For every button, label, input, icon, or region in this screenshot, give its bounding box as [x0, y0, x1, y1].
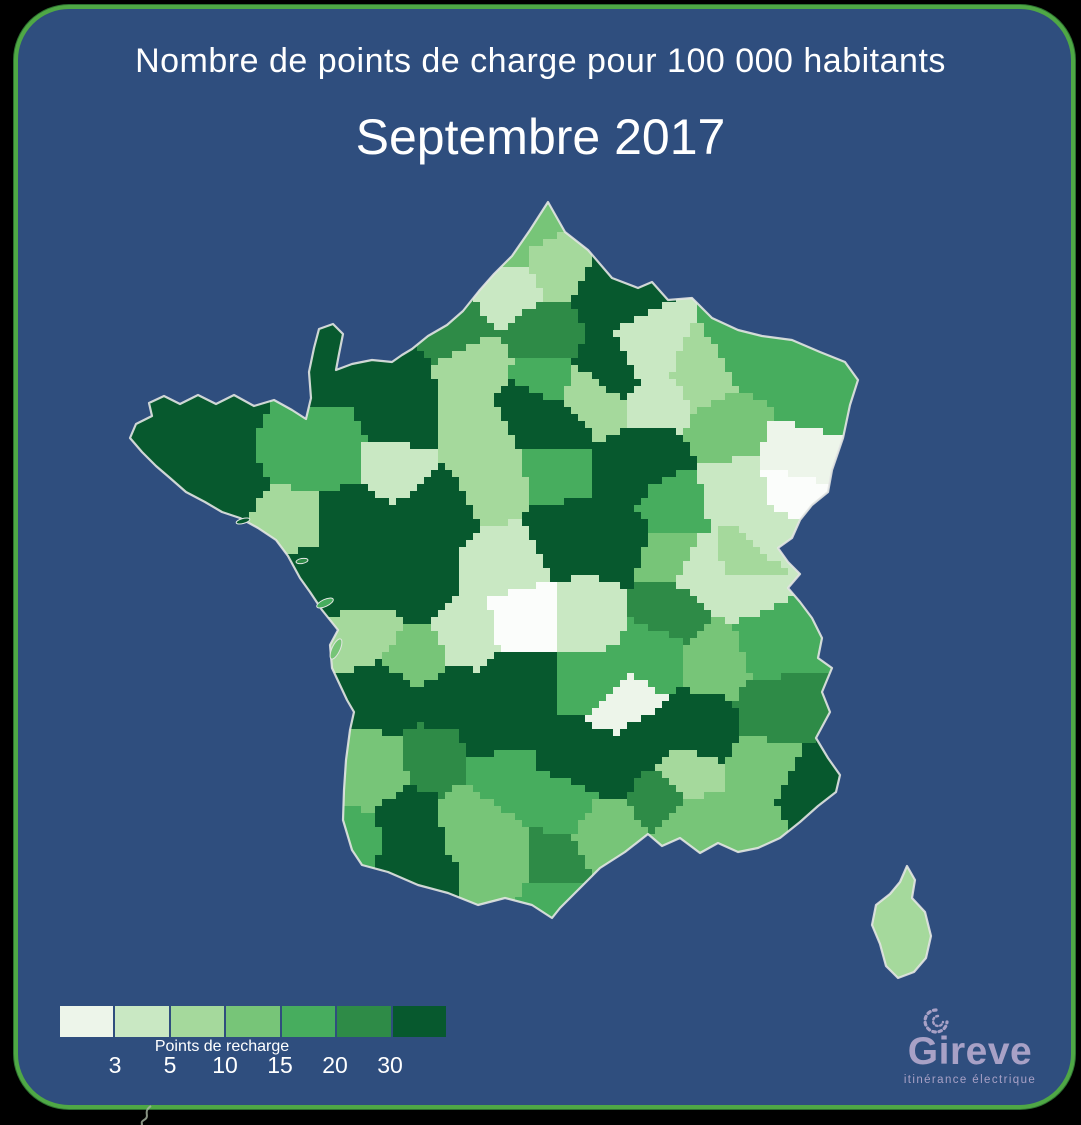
department-region — [557, 575, 627, 652]
mainland-outline — [128, 200, 860, 920]
legend-swatch — [392, 1006, 446, 1037]
department-region — [130, 202, 270, 456]
department-region — [466, 750, 536, 813]
department-region — [319, 484, 396, 561]
department-regions — [130, 202, 931, 978]
department-region — [375, 785, 445, 848]
legend-tick: 30 — [377, 1052, 403, 1078]
department-region — [515, 400, 592, 449]
department-region — [522, 498, 592, 582]
department-region — [536, 715, 599, 792]
cable-squiggle — [140, 1105, 152, 1125]
page-title: Nombre de points de charge pour 100 000 … — [135, 42, 946, 80]
department-region — [683, 393, 774, 463]
department-region — [676, 533, 725, 610]
island — [316, 597, 334, 609]
department-region — [592, 435, 655, 505]
legend-swatch — [226, 1006, 280, 1037]
department-region — [459, 519, 550, 596]
legend-swatch — [115, 1006, 169, 1037]
department-region — [592, 729, 641, 799]
department-region — [431, 582, 501, 673]
island — [329, 638, 343, 660]
department-region — [508, 358, 571, 400]
department-region — [403, 722, 466, 799]
legend-title: Points de recharge — [154, 1038, 290, 1055]
department-region — [438, 400, 515, 470]
island — [235, 517, 251, 525]
department-region — [340, 841, 459, 978]
department-region — [340, 202, 529, 274]
department-region — [683, 617, 753, 701]
department-region — [312, 407, 368, 491]
department-region — [179, 202, 382, 407]
legend-swatch — [337, 1006, 391, 1037]
department-region — [585, 673, 669, 736]
department-region — [487, 582, 557, 652]
gireve-logo: Gireve itinérance électrique — [880, 1008, 1060, 1098]
gireve-spiral-icon — [923, 1008, 949, 1034]
department-region — [725, 736, 802, 799]
legend-tick: 5 — [163, 1052, 177, 1078]
department-region — [494, 302, 585, 358]
legend-tick: 3 — [108, 1052, 122, 1078]
department-region — [515, 771, 599, 834]
page-subtitle: Septembre 2017 — [355, 109, 726, 165]
department-region — [354, 393, 438, 449]
legend-tick-values: 3 5 10 15 20 30 — [60, 1052, 446, 1078]
department-region — [361, 442, 438, 505]
legend-swatch — [170, 1006, 225, 1037]
department-region — [130, 736, 382, 978]
department-region — [697, 456, 767, 533]
department-region — [620, 617, 683, 694]
department-region — [620, 701, 676, 771]
legend-swatch — [60, 1006, 114, 1037]
department-region — [417, 666, 487, 729]
department-region — [431, 337, 515, 400]
legend-swatch — [281, 1006, 336, 1037]
department-region — [333, 554, 396, 617]
department-region — [389, 540, 459, 624]
department-region — [452, 449, 529, 526]
department-region — [480, 652, 557, 722]
legend-tick: 15 — [267, 1052, 293, 1078]
department-region — [396, 463, 480, 561]
gireve-tagline: itinérance électrique — [903, 1074, 1037, 1086]
legend-color-scale — [60, 1006, 446, 1037]
corsica-outline — [870, 864, 933, 980]
department-region — [627, 379, 690, 435]
department-region — [564, 365, 627, 442]
department-region — [669, 687, 739, 764]
department-region — [382, 624, 445, 687]
department-region — [130, 547, 347, 743]
department-region — [130, 442, 270, 659]
island — [295, 557, 309, 565]
department-region — [634, 533, 697, 582]
department-region — [655, 750, 725, 799]
department-region — [459, 694, 543, 757]
department-region — [529, 827, 592, 883]
gireve-wordmark: Gireve — [907, 1030, 1033, 1073]
department-region — [571, 330, 641, 400]
legend-tick: 10 — [212, 1052, 238, 1078]
department-region — [585, 498, 648, 589]
department-region — [634, 470, 711, 533]
department-region — [718, 526, 788, 575]
legend-tick: 20 — [322, 1052, 348, 1078]
department-region — [669, 323, 739, 414]
department-region — [522, 449, 592, 505]
department-region — [627, 582, 711, 645]
department-region — [557, 645, 627, 715]
